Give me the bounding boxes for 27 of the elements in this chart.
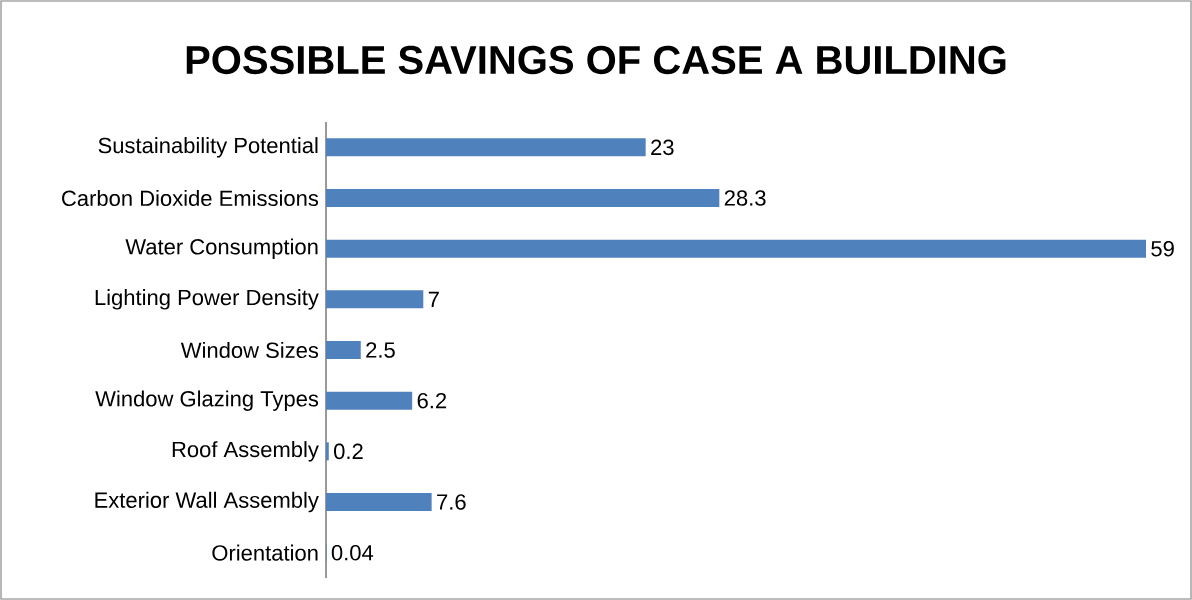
y-tick-label: Sustainability Potential — [98, 137, 318, 158]
bar — [326, 189, 720, 208]
chart-title: POSSIBLE SAVINGS OF CASE A BUILDING — [186, 45, 1006, 75]
y-tick-label: Window Glazing Types — [95, 390, 319, 411]
y-tick-label: Exterior Wall Assembly — [95, 491, 319, 513]
bar — [326, 493, 432, 512]
y-tick-label: Water Consumption — [125, 238, 318, 259]
y-tick-label: Orientation — [212, 544, 318, 561]
bar — [326, 391, 413, 410]
y-tick-label: Roof Assembly — [172, 441, 319, 462]
data-label: 28.3 — [724, 190, 766, 206]
data-label: 2.5 — [366, 342, 395, 358]
bar — [326, 138, 646, 157]
y-tick-label: Carbon Dioxide Emissions — [62, 189, 319, 207]
bar — [326, 442, 329, 461]
bar — [326, 239, 1146, 258]
y-tick-label: Window Sizes — [180, 341, 319, 359]
y-tick-label: Lighting Power Density — [95, 289, 319, 310]
bar — [326, 341, 361, 360]
data-label: 6.2 — [417, 392, 447, 409]
data-label: 0.2 — [334, 443, 363, 460]
bar — [326, 290, 424, 309]
data-label: 0.04 — [331, 544, 374, 561]
data-label: 23 — [651, 139, 674, 156]
data-label: 7.6 — [437, 494, 466, 510]
data-label: 59 — [1151, 240, 1174, 257]
data-label: 7 — [428, 291, 439, 307]
